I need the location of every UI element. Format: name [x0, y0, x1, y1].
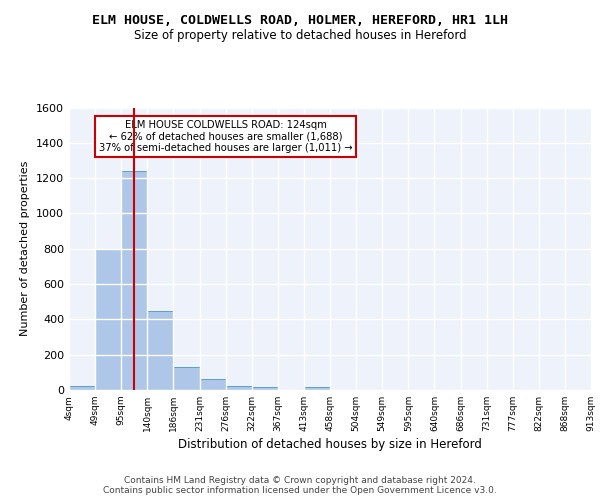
Bar — [95, 249, 121, 390]
Text: ELM HOUSE COLDWELLS ROAD: 124sqm
← 62% of detached houses are smaller (1,688)
37: ELM HOUSE COLDWELLS ROAD: 124sqm ← 62% o… — [99, 120, 352, 154]
Text: ELM HOUSE, COLDWELLS ROAD, HOLMER, HEREFORD, HR1 1LH: ELM HOUSE, COLDWELLS ROAD, HOLMER, HEREF… — [92, 14, 508, 27]
Bar — [199, 380, 226, 390]
Bar — [69, 386, 95, 390]
Bar — [304, 388, 330, 390]
Bar — [226, 386, 252, 390]
Text: Size of property relative to detached houses in Hereford: Size of property relative to detached ho… — [134, 29, 466, 42]
X-axis label: Distribution of detached houses by size in Hereford: Distribution of detached houses by size … — [178, 438, 482, 451]
Bar — [148, 310, 173, 390]
Bar — [173, 367, 199, 390]
Y-axis label: Number of detached properties: Number of detached properties — [20, 161, 31, 336]
Text: Contains HM Land Registry data © Crown copyright and database right 2024.
Contai: Contains HM Land Registry data © Crown c… — [103, 476, 497, 495]
Bar — [252, 388, 278, 390]
Bar — [121, 171, 148, 390]
